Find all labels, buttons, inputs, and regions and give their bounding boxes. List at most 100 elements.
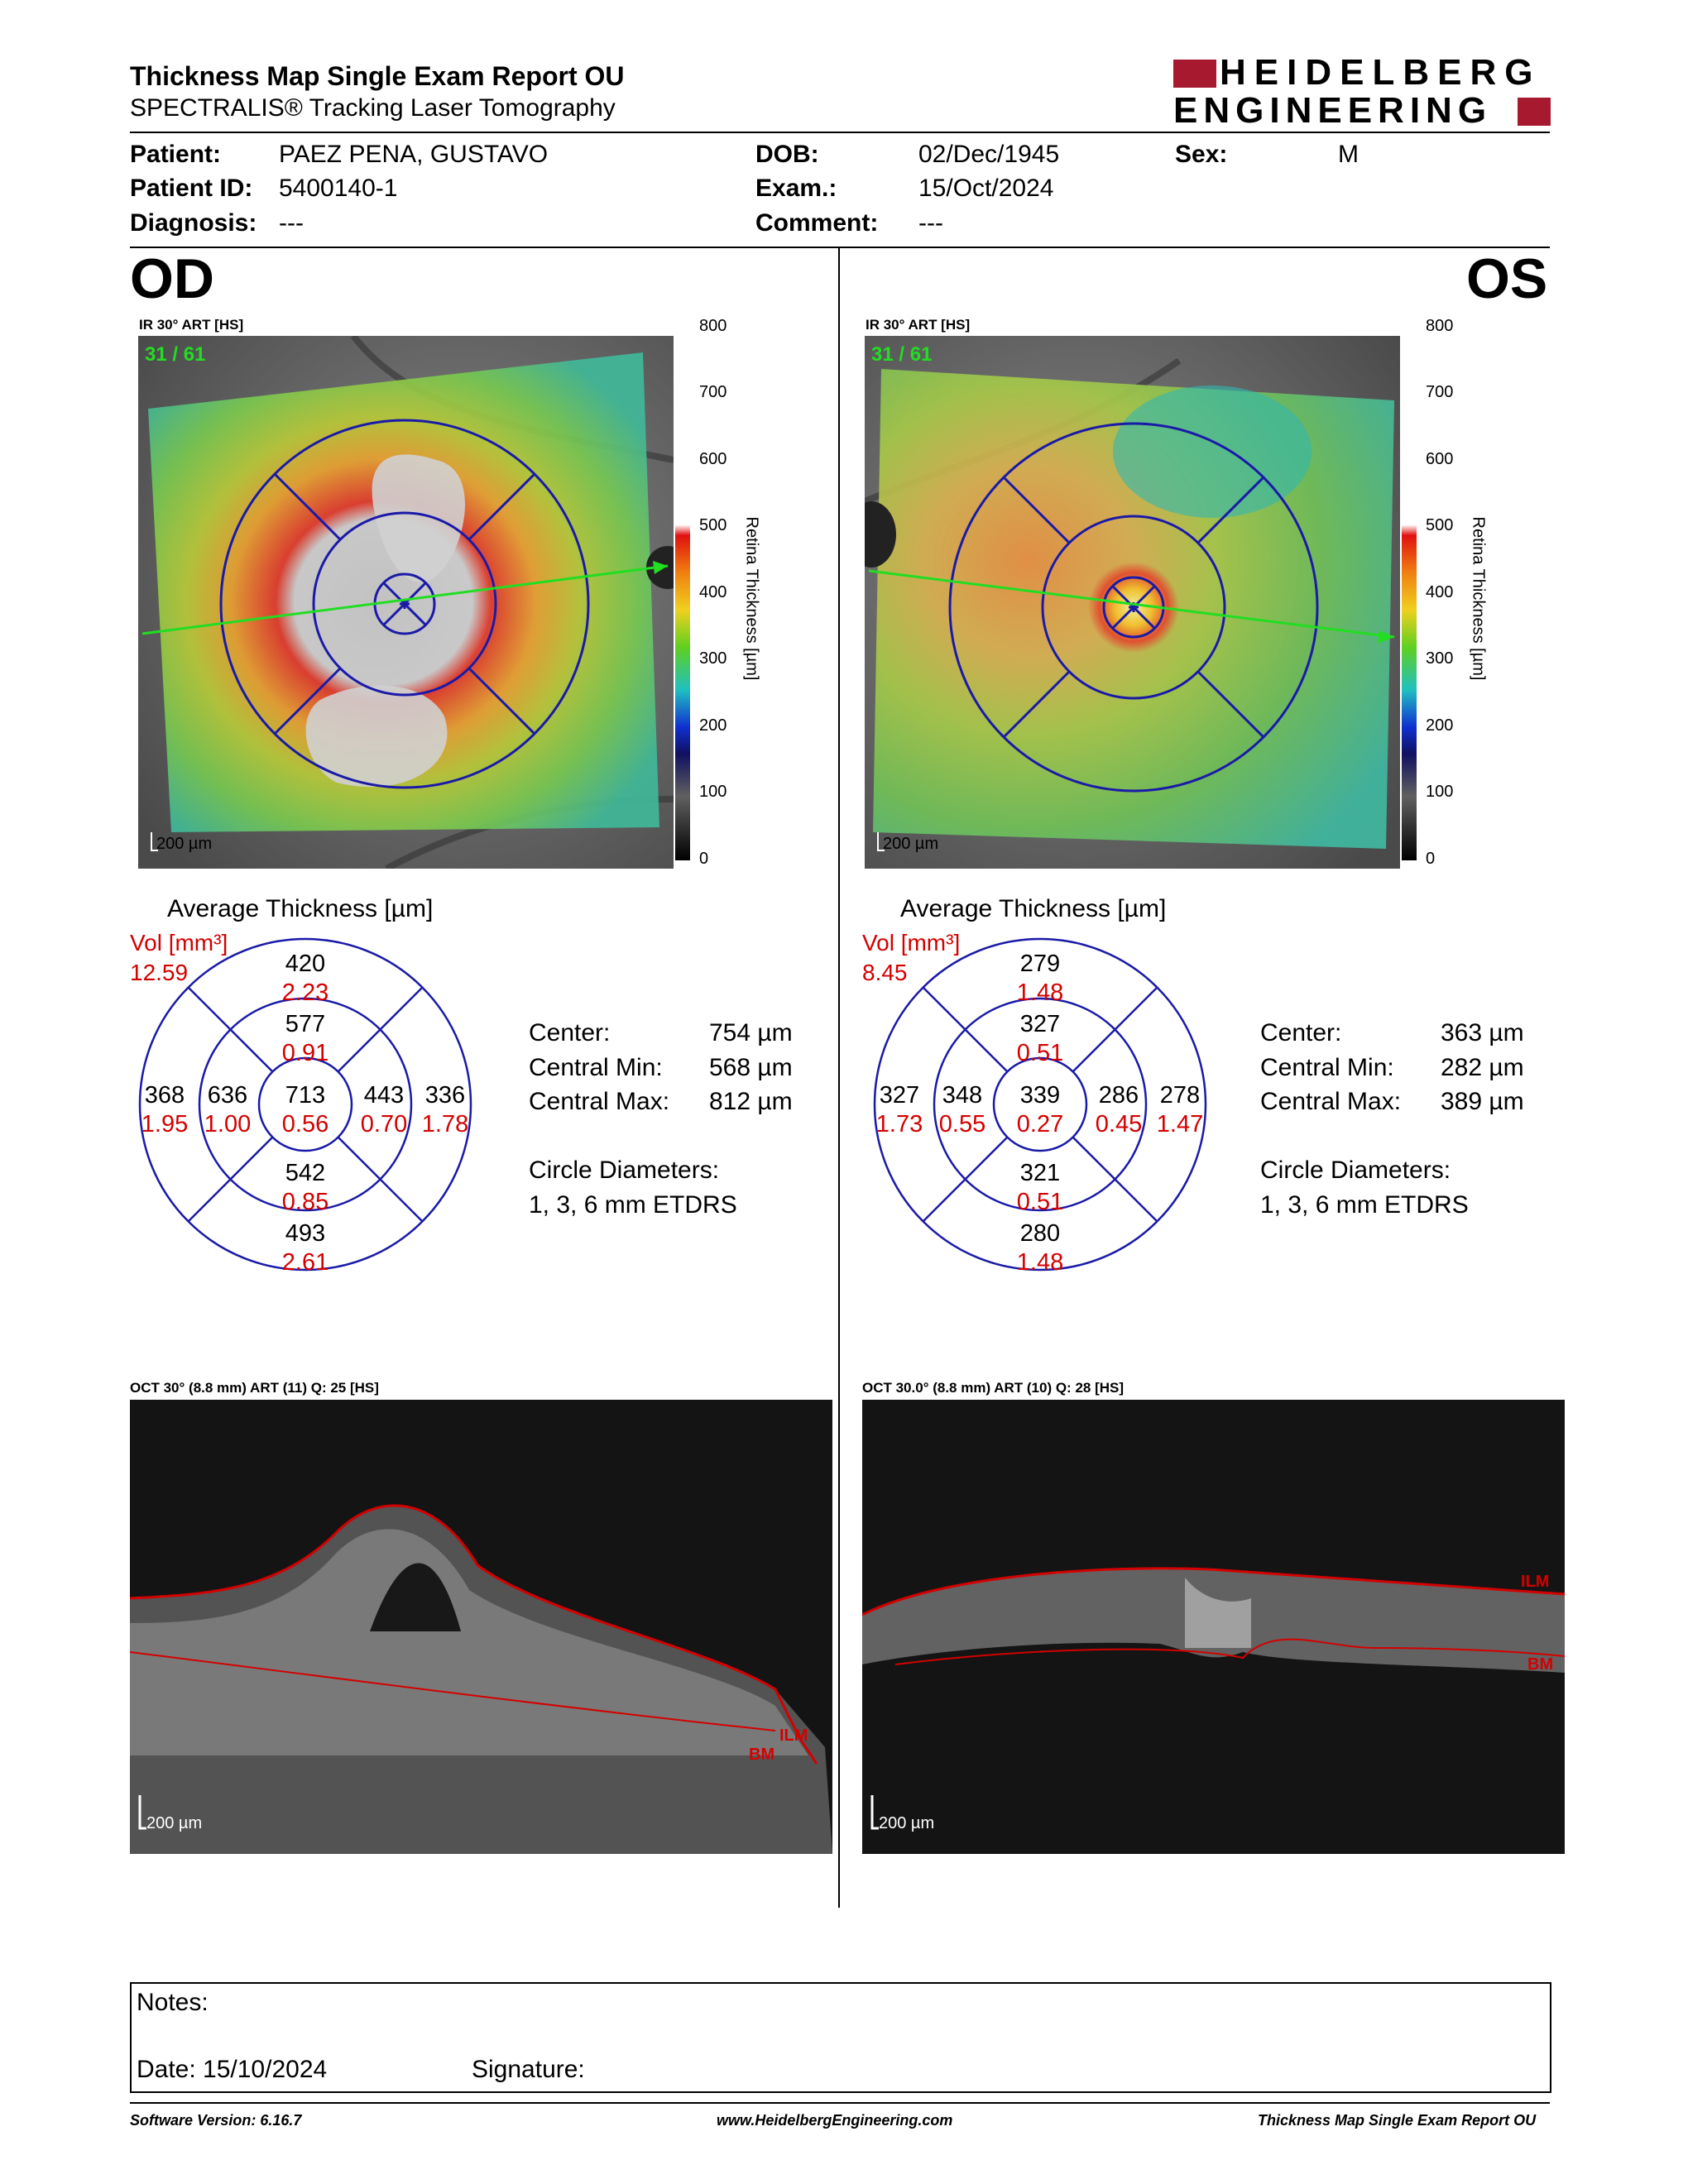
os-etdrs-grid xyxy=(948,422,1319,793)
od-outer-temporal-volume: 1.95 xyxy=(141,1111,188,1138)
colorbar-tick: 500 xyxy=(1426,516,1454,534)
os-inner-temporal-thickness: 348 xyxy=(942,1082,982,1109)
od-inner-superior-thickness: 577 xyxy=(285,1011,325,1037)
od-avg-title: Average Thickness [µm] xyxy=(167,895,434,922)
header-rule xyxy=(130,132,1550,133)
website-link[interactable]: www.HeidelbergEngineering.com xyxy=(717,2112,953,2129)
os-vol-label: Vol [mm³] xyxy=(862,930,961,956)
od-retina-inner xyxy=(130,1529,808,1755)
od-outer-inferior-thickness: 493 xyxy=(285,1220,325,1247)
signature-label: Signature: xyxy=(472,2056,585,2083)
od-bm-label: BM xyxy=(749,1746,774,1764)
od-elevation-upper xyxy=(372,454,465,582)
od-outer-superior-thickness: 420 xyxy=(285,951,325,977)
od-scan-arrow xyxy=(653,561,668,574)
os-ir-label: IR 30° ART [HS] xyxy=(866,317,971,333)
od-center-value: 754 µm xyxy=(709,1019,793,1046)
os-inner-superior-thickness: 327 xyxy=(1020,1011,1060,1037)
os-oct-scale-label: 200 µm xyxy=(879,1814,934,1832)
colorbar-tick: 100 xyxy=(1426,783,1454,801)
od-outer-nasal-volume: 1.78 xyxy=(422,1111,468,1138)
od-bm-line xyxy=(130,1651,776,1731)
patient-id-value: 5400140-1 xyxy=(279,175,398,202)
dob-label: DOB: xyxy=(755,141,819,168)
od-oct-scale-label: 200 µm xyxy=(146,1814,202,1832)
os-colorbar xyxy=(1402,328,1417,860)
eye-heading-od: OD xyxy=(130,247,214,310)
os-inner-inferior-volume: 0.51 xyxy=(1017,1189,1063,1215)
logo-mark-top xyxy=(1173,60,1216,88)
colorbar-tick: 300 xyxy=(699,649,727,668)
od-inner-superior-volume: 0.91 xyxy=(282,1040,328,1066)
os-outer-superior-thickness: 279 xyxy=(1020,951,1060,977)
os-lesion xyxy=(1185,1578,1251,1648)
os-scale-bar xyxy=(877,832,885,851)
os-avg-title: Average Thickness [µm] xyxy=(900,895,1167,922)
report-subtitle: SPECTRALIS® Tracking Laser Tomography xyxy=(130,94,616,122)
od-oct-scale-bar xyxy=(138,1795,146,1830)
od-inner-nasal-thickness: 443 xyxy=(364,1082,404,1109)
sex-label: Sex: xyxy=(1175,141,1228,168)
od-ped-dome xyxy=(370,1563,461,1631)
od-central-max-label: Central Max: xyxy=(529,1088,670,1115)
patient-rule xyxy=(130,247,1550,248)
os-colorbar-ticks: 800 700 600 500 400 300 200 100 0 xyxy=(1426,317,1475,868)
os-circle-diameters-value: 1, 3, 6 mm ETDRS xyxy=(1260,1191,1469,1219)
os-bm-line xyxy=(894,1638,1565,1665)
od-center-label: Center: xyxy=(529,1019,611,1046)
os-inner-temporal-volume: 0.55 xyxy=(939,1111,985,1138)
os-outer-superior-volume: 1.48 xyxy=(1017,979,1063,1006)
os-thin-zone xyxy=(1113,386,1312,518)
od-outer-temporal-thickness: 368 xyxy=(145,1082,185,1109)
os-outer-temporal-thickness: 327 xyxy=(880,1082,919,1109)
od-inner-inferior-volume: 0.85 xyxy=(282,1189,328,1215)
os-scan-arrow xyxy=(1378,630,1394,644)
os-etdrs-chart: 279 1.48 327 0.51 327 1.73 348 0.55 339 … xyxy=(873,937,1207,1274)
os-outer-nasal-volume: 1.47 xyxy=(1157,1111,1203,1138)
notes-label: Notes: xyxy=(137,1989,209,2016)
colorbar-tick: 100 xyxy=(699,783,727,801)
od-outer-superior-volume: 2.23 xyxy=(282,979,328,1006)
colorbar-tick: 0 xyxy=(699,850,709,868)
colorbar-tick: 300 xyxy=(1426,649,1454,668)
colorbar-tick: 400 xyxy=(699,583,727,601)
od-colorbar xyxy=(675,328,690,860)
od-ir-label: IR 30° ART [HS] xyxy=(139,317,244,333)
os-outer-inferior-thickness: 280 xyxy=(1020,1220,1060,1247)
logo-line-2: ENGINEERING xyxy=(1173,90,1493,131)
notes-box[interactable] xyxy=(130,1982,1551,2093)
date-label: Date: 15/10/2024 xyxy=(137,2056,328,2083)
report-title: Thickness Map Single Exam Report OU xyxy=(130,61,625,91)
patient-id-label: Patient ID: xyxy=(130,175,253,202)
os-center-label: Center: xyxy=(1260,1019,1342,1046)
os-central-max-label: Central Max: xyxy=(1260,1088,1402,1115)
od-etdrs-chart: 420 2.23 577 0.91 368 1.95 636 1.00 713 … xyxy=(138,937,472,1274)
software-version: Software Version: 6.16.7 xyxy=(130,2112,302,2129)
od-thickness-map: 31 / 61 200 µm xyxy=(138,336,674,869)
od-center-thickness: 713 xyxy=(285,1082,325,1109)
od-inner-temporal-volume: 1.00 xyxy=(204,1111,251,1138)
os-oct-scale-bar xyxy=(870,1795,879,1830)
od-frame-counter: 31 / 61 xyxy=(145,343,205,366)
dob-value: 02/Dec/1945 xyxy=(918,141,1060,168)
os-central-max-value: 389 µm xyxy=(1441,1088,1524,1115)
os-frame-counter: 31 / 61 xyxy=(871,343,932,366)
colorbar-tick: 700 xyxy=(699,383,727,401)
os-colorbar-title: Retina Thickness [µm] xyxy=(1469,516,1488,681)
footer-report-name: Thickness Map Single Exam Report OU xyxy=(1258,2112,1537,2129)
diagnosis-value: --- xyxy=(279,209,304,237)
os-oct-bscan: ILM BM 200 µm xyxy=(862,1400,1565,1854)
os-ilm-line xyxy=(862,1567,1565,1616)
comment-label: Comment: xyxy=(755,209,879,237)
od-inner-temporal-thickness: 636 xyxy=(208,1082,247,1109)
colorbar-tick: 0 xyxy=(1426,850,1436,868)
heidelberg-logo: HEIDELBERG ENGINEERING xyxy=(1173,55,1551,131)
od-vol-value: 12.59 xyxy=(130,960,189,985)
od-elevation-lower xyxy=(305,685,448,788)
od-central-max-value: 812 µm xyxy=(709,1088,793,1115)
od-colorbar-ticks: 800 700 600 500 400 300 200 100 0 xyxy=(699,317,749,868)
os-optic-disc xyxy=(865,501,896,568)
os-inner-nasal-thickness: 286 xyxy=(1099,1082,1139,1109)
os-scale-label: 200 µm xyxy=(883,835,938,853)
comment-value: --- xyxy=(918,209,943,237)
